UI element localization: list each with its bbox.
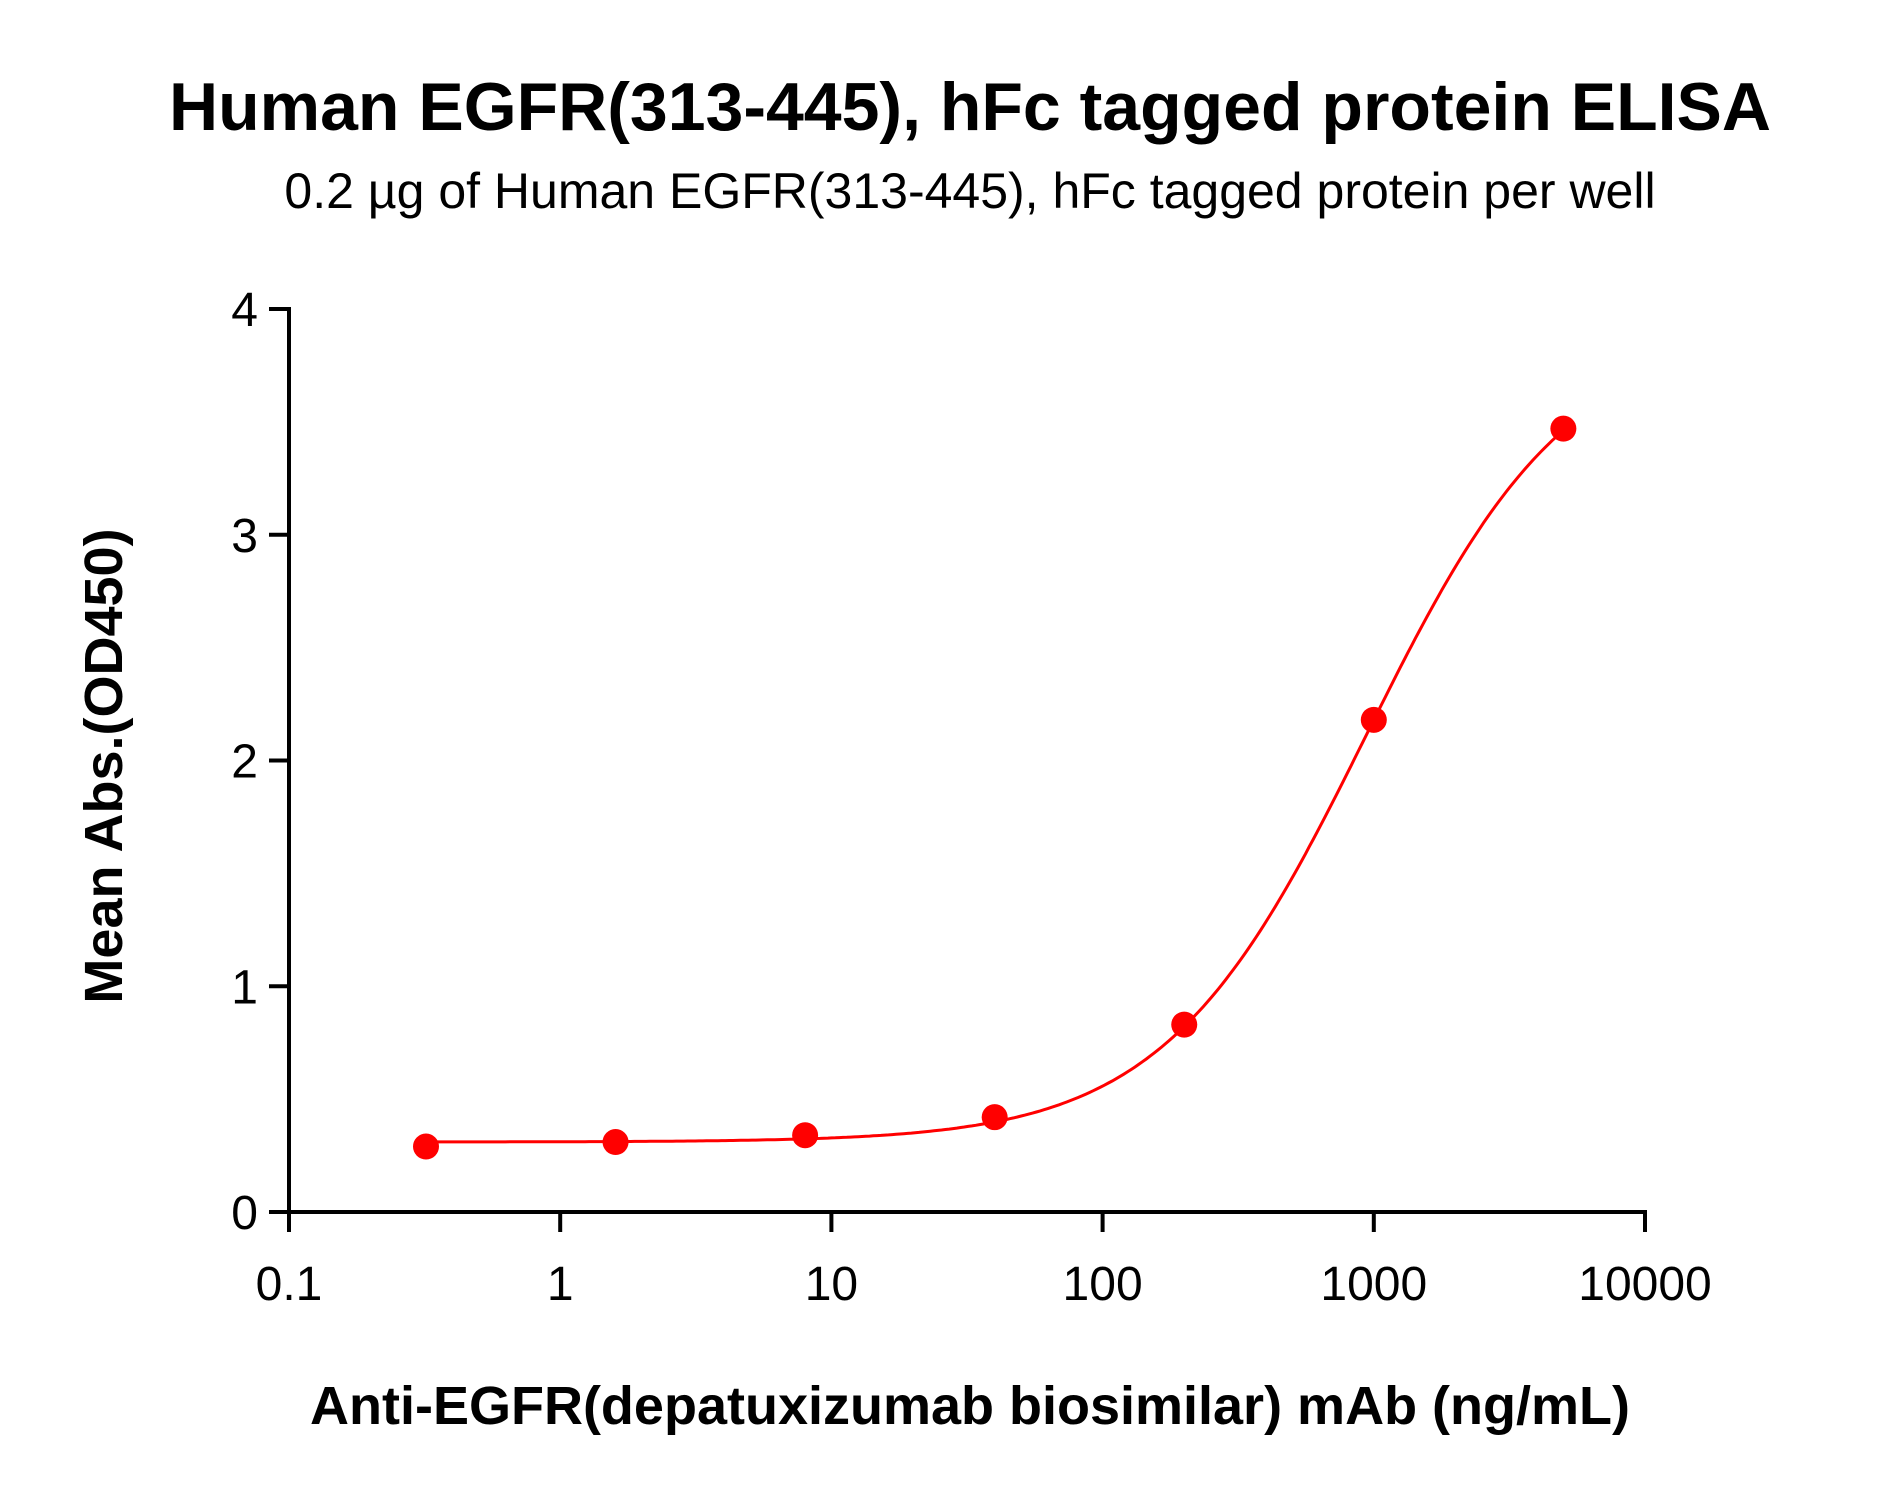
x-tick-label: 100 (1063, 1258, 1143, 1311)
y-tick-label: 3 (231, 510, 258, 563)
y-tick-label: 2 (231, 736, 258, 789)
x-tick-label: 10 (805, 1258, 858, 1311)
data-point (792, 1122, 819, 1149)
y-axis-label: Mean Abs.(OD450) (74, 528, 134, 1003)
chart-title: Human EGFR(313-445), hFc tagged protein … (169, 69, 1771, 145)
fit-curve (426, 429, 1565, 1144)
x-tick-label: 1 (547, 1258, 574, 1311)
chart-subtitle: 0.2 µg of Human EGFR(313-445), hFc tagge… (284, 163, 1655, 219)
x-tick-label: 0.1 (256, 1258, 323, 1311)
data-point (412, 1133, 439, 1160)
data-point (981, 1104, 1008, 1131)
y-tick-label: 4 (231, 284, 258, 337)
data-point (1550, 415, 1577, 442)
y-tick-label: 0 (231, 1187, 258, 1240)
x-axis-label: Anti-EGFR(depatuxizumab biosimilar) mAb … (310, 1376, 1630, 1436)
x-tick-label: 10000 (1578, 1258, 1711, 1311)
data-point (1171, 1011, 1198, 1038)
data-point (1360, 706, 1387, 733)
data-point (602, 1129, 629, 1156)
x-tick-label: 1000 (1320, 1258, 1427, 1311)
y-tick-label: 1 (231, 961, 258, 1014)
